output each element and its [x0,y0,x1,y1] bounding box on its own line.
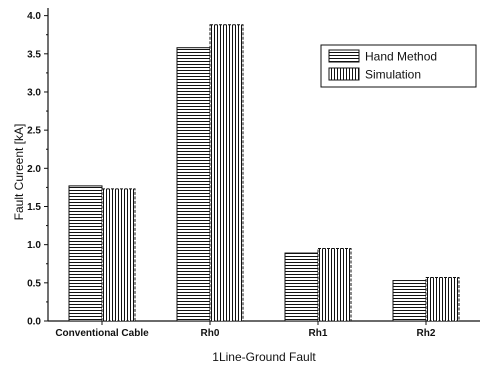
x-tick-label: Conventional Cable [55,328,149,339]
y-tick-label: 1.0 [27,240,41,251]
bar-simulation [425,276,460,322]
y-tick-label: 3.5 [27,49,41,60]
x-tick-label: Rh2 [417,328,436,339]
bar-simulation [317,247,352,322]
y-tick-label: 0.0 [27,317,41,328]
y-tick-label: 1.5 [27,202,41,213]
y-tick-label: 2.5 [27,126,41,137]
plot-area: 0.0 0.5 1.0 1.5 2.0 2.5 3.0 3.5 4.0 Conventional … [27,8,480,339]
y-tick-label: 3.0 [27,87,41,98]
legend-label: Hand Method [365,50,437,64]
legend: Hand Method Simulation [320,44,477,88]
y-tick-label: 4.0 [27,11,41,22]
bar-simulation [101,188,136,322]
bar-simulation [209,24,244,322]
y-tick-label: 0.5 [27,278,41,289]
y-axis-label: Fault Cureent [kA] [12,124,26,221]
x-tick-label: Rh0 [201,328,220,339]
x-axis-label: 1Line-Ground Fault [212,350,316,364]
y-tick-label: 2.0 [27,164,41,175]
bar-hand-method [176,47,211,322]
legend-label: Simulation [365,68,421,82]
legend-swatch [328,49,360,63]
legend-swatch [328,67,360,81]
bar-hand-method [392,280,427,322]
bar-hand-method [284,252,319,322]
bar-hand-method [68,185,103,322]
x-tick-label: Rh1 [309,328,328,339]
